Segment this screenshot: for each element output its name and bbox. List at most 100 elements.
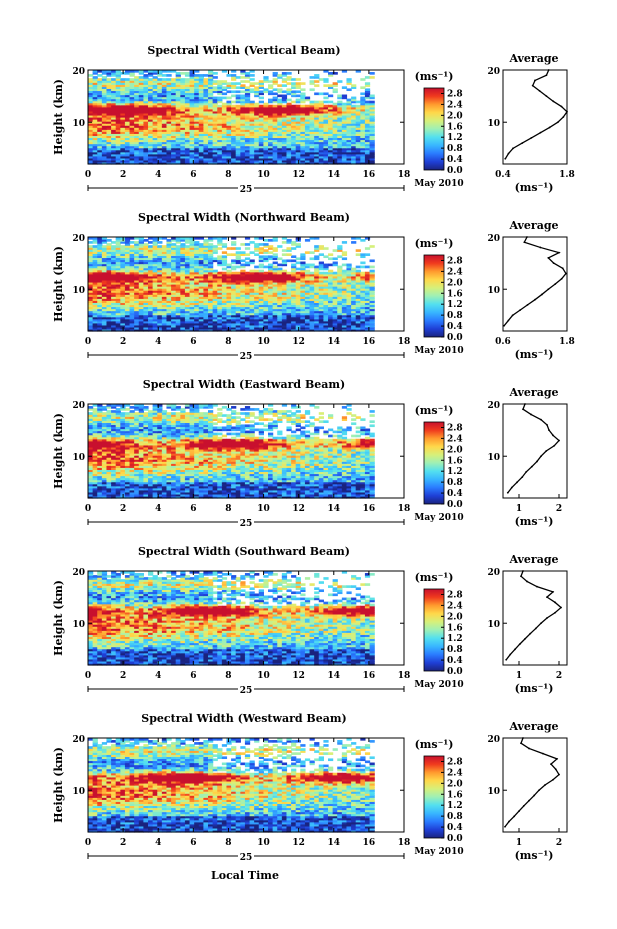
heatmap-cell xyxy=(369,127,375,130)
heatmap-cell xyxy=(346,153,352,157)
heatmap-cell xyxy=(189,74,195,77)
heatmap-cell xyxy=(341,112,348,116)
heatmap-cell xyxy=(134,151,140,155)
heatmap-cell xyxy=(272,100,278,104)
heatmap-cell xyxy=(189,139,195,143)
heatmap-cell xyxy=(244,100,251,104)
heatmap-cell xyxy=(369,96,375,100)
heatmap-cell xyxy=(291,117,297,120)
heatmap-cell xyxy=(258,123,264,126)
heatmap-cell xyxy=(346,80,352,83)
heatmap-cell xyxy=(203,102,209,106)
heatmap-cell xyxy=(175,80,181,83)
heatmap-cell xyxy=(180,149,186,153)
heatmap-cell xyxy=(208,155,214,159)
heatmap-cell xyxy=(272,155,278,159)
heatmap-cell xyxy=(364,76,371,79)
heatmap-cell xyxy=(258,80,264,83)
heatmap-cell xyxy=(295,267,301,271)
heatmap-cell xyxy=(300,159,306,163)
heatmap-cell xyxy=(101,127,108,130)
heatmap-cell xyxy=(161,92,168,96)
panels: Spectral Width (Vertical Beam)0 2 4 6 8 10 12 1… xyxy=(52,44,575,863)
heatmap-cell xyxy=(291,147,297,151)
heatmap-cell xyxy=(272,159,278,163)
heatmap-cell xyxy=(184,80,191,83)
heatmap-cell xyxy=(198,86,204,89)
heatmap-cell xyxy=(203,133,209,136)
heatmap-cell xyxy=(249,153,255,157)
heatmap-cell xyxy=(360,86,366,89)
heatmap-cell xyxy=(138,80,144,83)
heatmap-cell xyxy=(106,153,112,157)
heatmap-cell xyxy=(129,151,135,155)
heatmap-cell xyxy=(355,119,361,122)
heatmap-cell xyxy=(180,123,186,126)
heatmap-cell xyxy=(263,133,269,136)
heatmap-cell xyxy=(161,80,168,83)
heatmap-cell xyxy=(281,149,288,153)
heatmap-cell xyxy=(203,74,209,77)
heatmap-cell xyxy=(286,127,292,130)
heatmap-cell xyxy=(226,149,232,153)
heatmap-cell xyxy=(138,82,144,85)
heatmap-cell xyxy=(360,135,366,139)
heatmap-cell xyxy=(180,155,186,159)
heatmap-cell xyxy=(277,94,283,98)
heatmap-cell xyxy=(249,121,255,124)
heatmap-cell xyxy=(106,239,112,242)
heatmap-cell xyxy=(166,149,172,153)
heatmap-cell xyxy=(138,137,144,141)
heatmap-cell xyxy=(314,80,320,83)
heatmap-cell xyxy=(258,125,264,128)
heatmap-cell xyxy=(124,151,131,155)
heatmap-cell xyxy=(106,125,112,128)
heatmap-cell xyxy=(161,135,168,139)
heatmap-cell xyxy=(115,157,121,161)
heatmap-cell xyxy=(171,127,177,130)
heatmap-cell xyxy=(208,90,214,94)
heatmap-cell xyxy=(124,104,131,108)
profile-y-tick-label: 10 xyxy=(487,119,500,129)
heatmap-cell xyxy=(272,72,278,75)
heatmap-cell xyxy=(249,139,255,143)
heatmap-cell xyxy=(355,104,361,108)
heatmap-cell xyxy=(88,74,94,77)
heatmap-cell xyxy=(364,106,371,110)
heatmap-cell xyxy=(341,161,348,165)
heatmap-cell xyxy=(208,135,214,139)
heatmap-cell xyxy=(323,96,329,100)
heatmap-cell xyxy=(203,141,209,145)
heatmap-cell xyxy=(314,125,320,128)
heatmap-cell xyxy=(332,153,338,157)
heatmap-cell xyxy=(161,84,168,87)
heatmap-cell xyxy=(221,161,228,165)
heatmap-cell xyxy=(323,127,329,130)
heatmap-cell xyxy=(161,86,168,89)
heatmap-cell xyxy=(180,100,186,104)
heatmap-cell xyxy=(369,153,375,157)
heatmap-cell xyxy=(171,110,177,114)
heatmap-cell xyxy=(101,145,108,149)
x-tick-label: 2 xyxy=(120,170,126,180)
panel-1: Spectral Width (Vertical Beam)0 2 4 6 8 10 12 1… xyxy=(52,44,575,195)
heatmap-cell xyxy=(244,121,251,124)
heatmap-cell xyxy=(124,94,131,98)
heatmap-cell xyxy=(194,143,200,147)
heatmap-cell xyxy=(328,72,334,75)
heatmap-cell xyxy=(101,129,108,132)
heatmap-cell xyxy=(152,123,158,126)
heatmap-cell xyxy=(364,265,371,269)
heatmap-cell xyxy=(341,251,348,254)
heatmap-cell xyxy=(152,96,158,100)
heatmap-cell xyxy=(272,110,278,114)
heatmap-cell xyxy=(189,127,195,130)
heatmap-cell xyxy=(115,129,121,132)
heatmap-cell xyxy=(221,149,228,153)
heatmap-cell xyxy=(355,133,361,136)
heatmap-cell xyxy=(337,155,343,159)
heatmap-cell xyxy=(337,104,343,108)
heatmap-cell xyxy=(143,104,149,108)
heatmap-cell xyxy=(138,159,144,163)
heatmap-cell xyxy=(244,96,251,100)
